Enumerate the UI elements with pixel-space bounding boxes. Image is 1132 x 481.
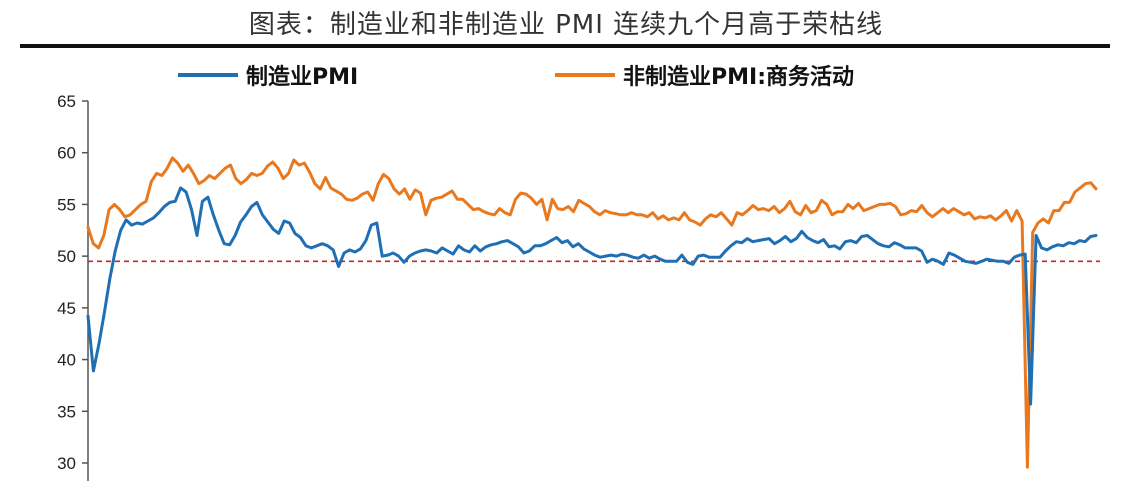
y-tick-label: 35 (57, 402, 76, 421)
y-tick-label: 55 (57, 195, 76, 214)
series-line-manufacturing (86, 186, 1098, 406)
title-underline (20, 44, 1110, 48)
y-tick-label: 30 (57, 454, 76, 473)
y-tick-label: 45 (57, 299, 76, 318)
legend-label-manufacturing: 制造业PMI (246, 65, 359, 90)
legend-swatch-nonmanufacturing (555, 73, 615, 77)
y-tick-label: 60 (57, 144, 76, 163)
series-line-nonmanufacturing (86, 156, 1098, 469)
legend-label-nonmanufacturing: 非制造业PMI:商务活动 (623, 65, 855, 90)
y-tick-label: 40 (57, 351, 76, 370)
y-tick-label: 65 (57, 92, 76, 111)
legend-item-nonmanufacturing: 非制造业PMI:商务活动 (555, 60, 854, 90)
y-tick-label: 50 (57, 247, 76, 266)
chart-title: 图表：制造业和非制造业 PMI 连续九个月高于荣枯线 (248, 10, 884, 40)
legend-item-manufacturing: 制造业PMI (178, 60, 358, 90)
legend-swatch-manufacturing (178, 73, 238, 77)
